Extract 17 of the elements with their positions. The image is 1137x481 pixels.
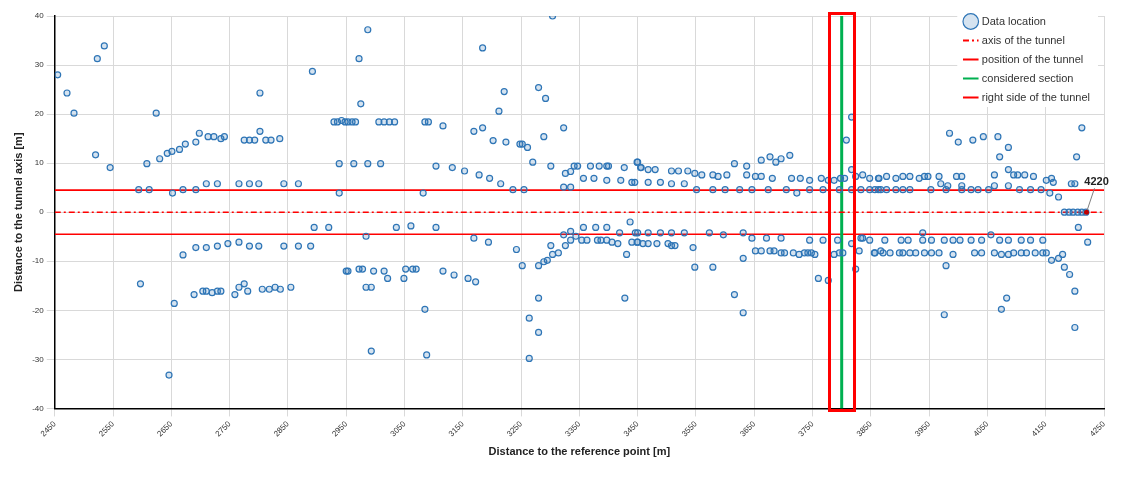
legend-label: right side of the tunnel bbox=[981, 90, 1091, 103]
legend-label: position of the tunnel bbox=[981, 52, 1084, 65]
y-tick-label: 40 bbox=[34, 11, 45, 21]
y-tick-label: 0 bbox=[39, 207, 45, 217]
y-tick-label: -30 bbox=[32, 354, 45, 364]
annotation: 4220 bbox=[1084, 174, 1109, 187]
y-tick-label: -10 bbox=[32, 256, 45, 266]
y-tick-label: -40 bbox=[32, 403, 45, 413]
y-axis-title: Distance to the tunnel axis [m] bbox=[11, 132, 24, 292]
y-tick-label: 20 bbox=[34, 109, 45, 119]
x-axis-title: Distance to the reference point [m] bbox=[488, 445, 671, 458]
y-tick-label: -20 bbox=[32, 305, 45, 315]
legend-label: Data location bbox=[981, 14, 1046, 27]
y-tick-label: 30 bbox=[34, 60, 45, 70]
legend-label: considered section bbox=[981, 71, 1074, 84]
y-tick-label: 10 bbox=[34, 158, 45, 168]
legend-label: axis of the tunnel bbox=[981, 33, 1065, 46]
